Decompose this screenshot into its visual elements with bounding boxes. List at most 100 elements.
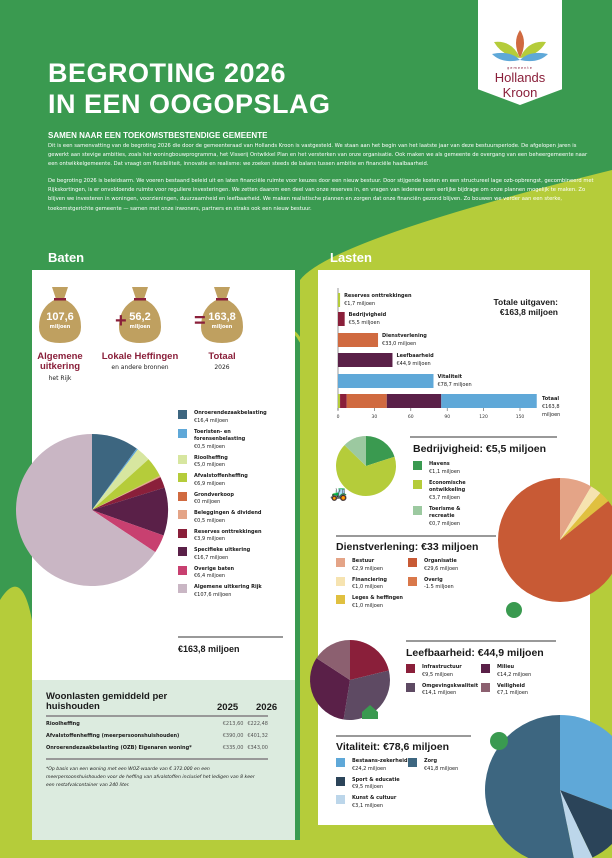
legend-swatch xyxy=(406,664,415,673)
logo: gemeente Hollands Kroon xyxy=(478,0,562,105)
leefbaarheid-title: Leefbaarheid: €44,9 miljoen xyxy=(406,647,544,659)
legend-swatch xyxy=(178,473,187,482)
legend-item: Specifieke uitkering €16,7 miljoen xyxy=(178,547,293,562)
legend-swatch xyxy=(178,510,187,519)
divider xyxy=(410,436,557,438)
bar-total-label: Totaal €163,8 miljoen xyxy=(542,396,561,418)
equals-sign: = xyxy=(194,310,206,332)
divider xyxy=(406,640,556,642)
divider xyxy=(178,636,283,638)
money-bag-icon: 163,8 miljoen xyxy=(197,285,247,345)
legend-swatch xyxy=(413,505,422,515)
bedrijvigheid-title: Bedrijvigheid: €5,5 miljoen xyxy=(413,443,547,455)
legend-swatch xyxy=(413,461,422,470)
legend-item: Veiligheid €7,1 miljoen xyxy=(481,682,556,698)
intro-paragraph: Dit is een samenvatting van de begroting… xyxy=(48,143,588,168)
legend-item: Economische ontwikkeling €3,7 miljoen xyxy=(413,479,533,503)
legend-swatch xyxy=(481,682,490,692)
woonlasten-note: *Op basis van een woning met een WOZ-waa… xyxy=(46,767,255,788)
year-2026: 2026 xyxy=(256,702,278,713)
legend-item: Rioolheffing €5,0 miljoen xyxy=(178,454,293,470)
legend-item: Afvalstoffenheffing €6,9 miljoen xyxy=(178,473,293,488)
bar-label: Leefbaarheid €44,9 miljoen xyxy=(396,353,434,367)
legend-swatch xyxy=(336,758,345,767)
legend-item: Milieu €14,2 miljoen xyxy=(481,664,556,679)
legend-swatch xyxy=(178,428,187,438)
legend-swatch xyxy=(408,558,417,567)
legend-swatch xyxy=(336,576,345,586)
legend-swatch xyxy=(178,565,187,575)
intro-paragraph: De begroting 2026 is beleidsarm. We voer… xyxy=(48,178,594,212)
bar-label: Dienstverlening €33,0 miljoen xyxy=(382,333,427,347)
page-title: BEGROTING 2026 IN EEN OOGOPSLAG xyxy=(48,58,331,120)
money-bag-icon: 107,6 miljoen xyxy=(35,285,85,345)
legend-item: Algemene uitkering Rijk €107,6 miljoen xyxy=(178,584,293,599)
legend-swatch xyxy=(336,795,345,804)
legend-item: Kunst & cultuur €3,1 miljoen xyxy=(336,795,408,810)
lasten-heading: Lasten xyxy=(330,250,372,265)
legend-item: Organisatie €29,6 miljoen xyxy=(408,558,480,573)
legend-item: Toerisme & recreatie €0,7 miljoen xyxy=(413,505,533,529)
baten-heading: Baten xyxy=(48,250,85,265)
year-2025: 2025 xyxy=(217,702,239,713)
legend-swatch xyxy=(336,558,345,567)
divider xyxy=(336,535,496,537)
bar-label: Vitaliteit €78,7 miljoen xyxy=(437,374,472,388)
logo-line2: Kroon xyxy=(502,85,538,100)
legend-item: Grondverkoop €0 miljoen xyxy=(178,491,293,507)
dienstverlening-title: Dienstverlening: €33 miljoen xyxy=(336,541,479,553)
legend-swatch xyxy=(336,776,345,786)
logo-small: gemeente xyxy=(507,66,533,70)
legend-swatch xyxy=(413,479,422,489)
legend-swatch xyxy=(178,584,187,593)
baten-total: €163,8 miljoen xyxy=(178,644,240,654)
bag-caption: Algemene uitkering het Rijk xyxy=(37,351,83,382)
logo-line1: Hollands xyxy=(494,70,546,85)
vitaliteit-title: Vitaliteit: €78,6 miljoen xyxy=(336,741,450,753)
legend-item: Leges & heffingen €1,0 miljoen xyxy=(336,595,408,610)
table-row: Onroerendezaakbelasting (OZB) Eigenaren … xyxy=(46,745,268,751)
legend-swatch xyxy=(408,758,417,767)
legend-item: Overige baten €6,4 miljoen xyxy=(178,565,293,581)
table-row: Afvalstoffenheffing (meerpersoonshuishou… xyxy=(46,733,268,739)
legend-swatch xyxy=(481,664,490,673)
legend-swatch xyxy=(178,454,187,464)
legend-swatch xyxy=(178,528,187,538)
legend-swatch xyxy=(336,595,345,604)
table-row: Rioolheffing €213,60 €222,48 xyxy=(46,721,268,727)
bar-label: Reserves onttrekkingen €1,7 miljoen xyxy=(344,293,412,307)
bar-label: Bedrijvigheid €5,5 miljoen xyxy=(348,312,387,326)
intro: SAMEN NAAR EEN TOEKOMSTBESTENDIGE GEMEEN… xyxy=(48,131,598,222)
plus-sign: + xyxy=(115,310,127,332)
legend-item: Havens €1,1 miljoen xyxy=(413,461,533,476)
legend-item: Zorg €41,8 miljoen xyxy=(408,758,480,773)
legend-item: Reserves onttrekkingen €3,9 miljoen xyxy=(178,528,293,544)
legend-item: Overig -1.5 miljoen xyxy=(408,576,480,592)
legend-swatch xyxy=(406,682,415,692)
legend-item: Bestuur €2,9 miljoen xyxy=(336,558,408,573)
woonlasten-table: Rioolheffing €213,60 €222,48 Afvalstoffenhe… xyxy=(46,718,268,754)
woonlasten-title: Woonlasten gemiddeld per huishouden xyxy=(46,691,168,713)
legend-swatch xyxy=(408,576,417,586)
legend-item: Bestaans-zekerheid €24,2 miljoen xyxy=(336,758,408,773)
logo-flower-icon xyxy=(492,30,548,62)
divider xyxy=(336,735,471,737)
legend-swatch xyxy=(178,491,187,501)
bag-caption: Totaal 2026 xyxy=(208,351,236,372)
legend-swatch xyxy=(178,547,187,556)
legend-item: Infrastructuur €9,5 miljoen xyxy=(406,664,481,679)
legend-item: Sport & educatie €9,5 miljoen xyxy=(336,776,408,792)
legend-item: Onroerendezaakbelasting €16,4 miljoen xyxy=(178,410,293,425)
legend-item: Financiering €1,0 miljoen xyxy=(336,576,408,592)
divider xyxy=(46,758,268,760)
lasten-total: Totale uitgaven: €163,8 miljoen xyxy=(493,297,558,318)
woonlasten-box: Woonlasten gemiddeld per huishouden 2025… xyxy=(32,680,295,840)
divider xyxy=(46,715,268,717)
legend-swatch xyxy=(178,410,187,419)
intro-heading: SAMEN NAAR EEN TOEKOMSTBESTENDIGE GEMEEN… xyxy=(48,131,268,140)
legend-item: Omgevingskwaliteit €14,1 miljoen xyxy=(406,682,481,698)
bag-caption: Lokale Heffingen en andere bronnen xyxy=(101,351,179,372)
legend-item: Toeristen- en forensenbelasting €0,5 milj… xyxy=(178,428,293,452)
money-bag-icon: 56,2 miljoen xyxy=(115,285,165,345)
legend-item: Beleggingen & dividend €0,5 miljoen xyxy=(178,510,293,525)
